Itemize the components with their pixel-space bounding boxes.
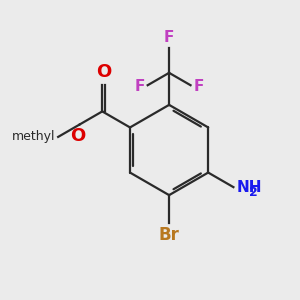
- Text: NH: NH: [236, 180, 262, 195]
- Text: methyl: methyl: [12, 130, 56, 143]
- Text: O: O: [70, 127, 85, 145]
- Text: F: F: [194, 80, 204, 94]
- Text: Br: Br: [159, 226, 179, 244]
- Text: F: F: [134, 80, 145, 94]
- Text: F: F: [164, 30, 174, 45]
- Text: 2: 2: [248, 186, 257, 199]
- Text: O: O: [96, 63, 111, 81]
